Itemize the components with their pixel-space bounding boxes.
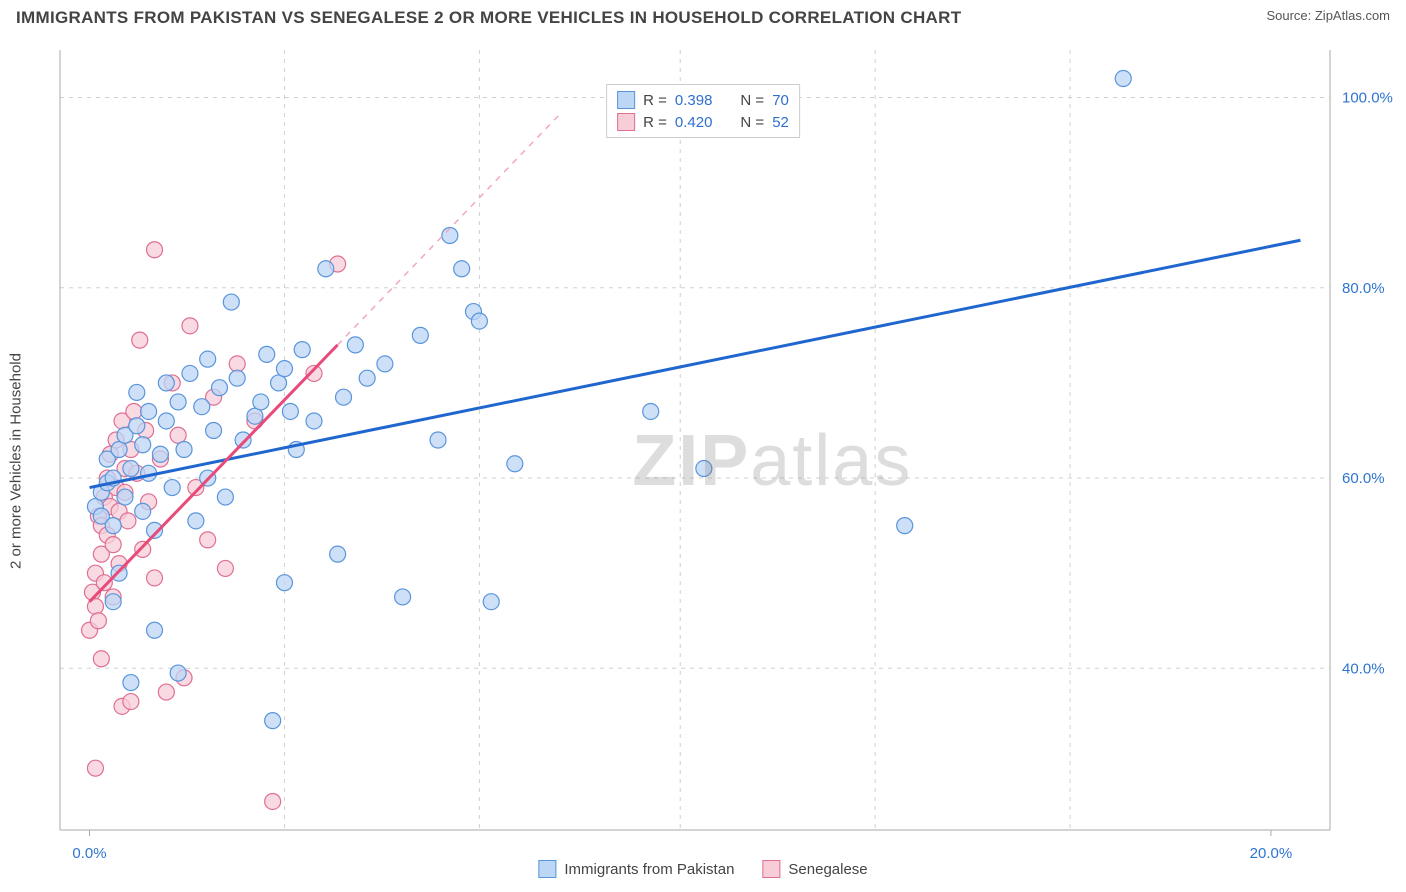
correlation-legend: R = 0.398 N = 70 R = 0.420 N = 52 — [606, 84, 800, 138]
legend-item: Senegalese — [762, 860, 867, 878]
legend-swatch — [762, 860, 780, 878]
svg-text:100.0%: 100.0% — [1342, 90, 1393, 107]
series-legend: Immigrants from Pakistan Senegalese — [538, 860, 867, 878]
legend-n-label: N = — [740, 114, 764, 131]
legend-swatch — [538, 860, 556, 878]
legend-r-value: 0.420 — [675, 114, 713, 131]
chart-svg: 40.0% 60.0% 80.0% 100.0% 0.0% 20.0% — [10, 40, 1396, 882]
chart-title: IMMIGRANTS FROM PAKISTAN VS SENEGALESE 2… — [16, 8, 961, 28]
svg-text:60.0%: 60.0% — [1342, 470, 1385, 487]
legend-item: Immigrants from Pakistan — [538, 860, 734, 878]
svg-text:20.0%: 20.0% — [1250, 845, 1293, 862]
legend-row: R = 0.420 N = 52 — [617, 111, 789, 133]
legend-r-value: 0.398 — [675, 92, 713, 109]
y-axis-label: 2 or more Vehicles in Household — [8, 353, 25, 569]
svg-text:40.0%: 40.0% — [1342, 660, 1385, 677]
source-text: Source: ZipAtlas.com — [1266, 8, 1390, 23]
title-bar: IMMIGRANTS FROM PAKISTAN VS SENEGALESE 2… — [0, 0, 1406, 40]
chart-area: 2 or more Vehicles in Household ZIPatlas… — [10, 40, 1396, 882]
legend-n-value: 52 — [772, 114, 789, 131]
legend-swatch — [617, 91, 635, 109]
legend-label: Immigrants from Pakistan — [564, 861, 734, 878]
legend-label: Senegalese — [788, 861, 867, 878]
legend-n-value: 70 — [772, 92, 789, 109]
legend-row: R = 0.398 N = 70 — [617, 89, 789, 111]
legend-n-label: N = — [740, 92, 764, 109]
legend-r-label: R = — [643, 92, 667, 109]
legend-swatch — [617, 113, 635, 131]
legend-r-label: R = — [643, 114, 667, 131]
svg-text:0.0%: 0.0% — [72, 845, 106, 862]
svg-text:80.0%: 80.0% — [1342, 280, 1385, 297]
